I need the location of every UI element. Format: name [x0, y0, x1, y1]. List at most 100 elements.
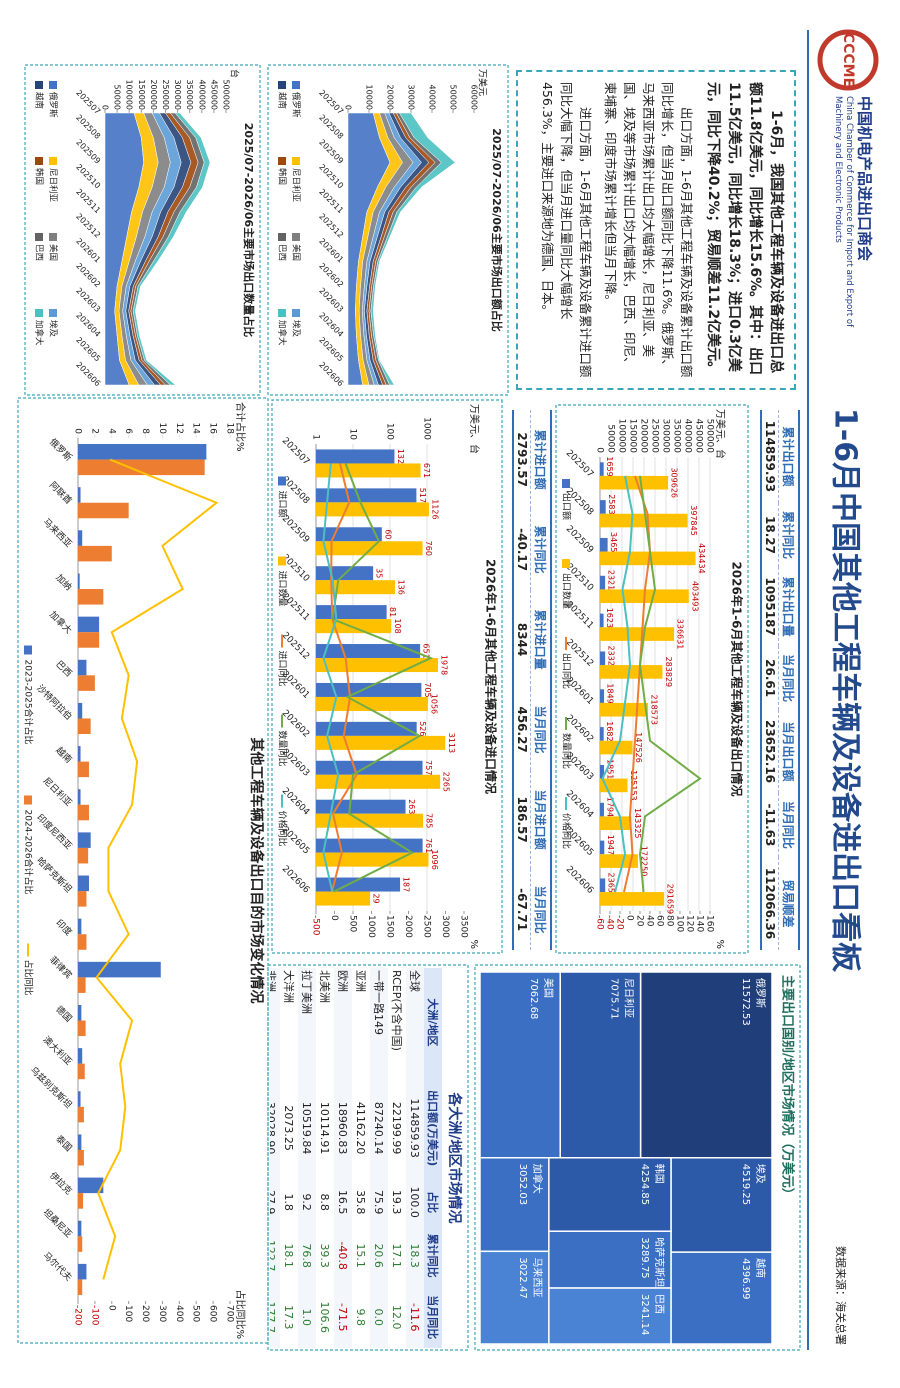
- continent-table: 大洲/地区 出口额(万美元) 占比 累计同比 当月同比 全球 114859.93 100.0 1…: [270, 968, 442, 1348]
- table-cell: -40.8: [336, 1241, 350, 1270]
- y2-tick-label: 500: [191, 1305, 201, 1322]
- y-tick-label: 300000: [661, 419, 671, 454]
- table-cell: 15.1: [354, 1243, 368, 1268]
- chart-title: 2026年1-6月其他工程车辆及设备出口情况: [730, 561, 745, 796]
- bar: [315, 813, 424, 828]
- y-tick-label: 14: [191, 423, 201, 435]
- bar-value-label: 1978: [439, 655, 448, 675]
- bar: [599, 651, 606, 666]
- table-cell: 2073.25: [282, 1105, 296, 1151]
- legend-swatch: [24, 795, 32, 805]
- tile-value: 4396.99: [740, 1258, 751, 1299]
- table-cell: 18.3: [408, 1243, 422, 1268]
- panel-frame: [267, 964, 469, 1351]
- table-row: 全球 114859.93 100.0 18.3 -11.6: [406, 968, 424, 1348]
- header-cell: 累计同比: [426, 1233, 439, 1278]
- bar-value-label: 1126: [430, 499, 439, 519]
- y-tick-label: 10: [157, 423, 167, 435]
- tile-label: 马来西亚: [531, 1257, 543, 1297]
- bar-value-label: 23326: [607, 646, 616, 671]
- stat-label: 当月进口额: [530, 769, 551, 870]
- y-tick-label: 350000: [672, 419, 682, 454]
- bar-value-label: 705: [423, 682, 432, 697]
- logo-text: CCCME: [840, 33, 856, 87]
- tile-label: 俄罗斯: [754, 978, 767, 1008]
- bar-value-label: 283829: [664, 657, 673, 688]
- bar: [316, 580, 395, 595]
- bar: [316, 721, 417, 736]
- y-tick-label: 30000: [407, 85, 416, 110]
- tile-value: 3022.47: [517, 1257, 528, 1298]
- bar: [316, 838, 423, 853]
- y2-tick-label: 0: [625, 915, 635, 921]
- bar: [78, 1236, 83, 1252]
- y2-tick-label: 1500: [385, 915, 395, 938]
- tile-label: 韩国: [653, 1164, 666, 1184]
- table-cell: 10519.84: [300, 1101, 314, 1155]
- y-tick-label: 200000: [639, 419, 649, 454]
- table-cell: 亚洲: [354, 970, 367, 992]
- legend-label: 尼日利亚: [291, 168, 302, 203]
- org-en-box-body: China Chamber of Commerce for Import and…: [818, 96, 854, 366]
- table-row: 北美洲 10114.91 8.8 39.3 106.6: [316, 968, 334, 1348]
- table-cell: 100.0: [408, 1186, 422, 1218]
- legend-label: 数量同比: [561, 733, 573, 769]
- bar-value-label: 651: [422, 643, 431, 658]
- bar-value-label: 34651: [609, 532, 618, 557]
- stat-value: 186.57: [515, 796, 529, 843]
- tile-label: 尼日利亚: [623, 978, 635, 1018]
- legend-swatch: [35, 81, 43, 89]
- y2-tick-label: 500: [348, 915, 358, 932]
- stat-label: 当月同比: [530, 869, 551, 950]
- bar-value-label: 785: [425, 813, 434, 828]
- header-cell: 出口额(万美元): [426, 1090, 439, 1167]
- y-tick-label: 6: [123, 428, 133, 434]
- y2-tick-label: 120: [685, 915, 695, 932]
- legend-label: 越南: [277, 92, 288, 109]
- table-cell: 122.7: [270, 1239, 278, 1272]
- line-series: [330, 463, 358, 892]
- y2-tick-label: 100: [675, 915, 685, 932]
- bar: [77, 789, 81, 805]
- bar: [78, 530, 83, 546]
- bar: [77, 487, 81, 503]
- y2-tick-label: 3000: [440, 915, 450, 938]
- panel-frame: [24, 64, 261, 396]
- legend-swatch: [278, 81, 286, 89]
- stats-label-row: 累计进口额 累计同比 累计进口量 当月同比 当月进口额 当月同比: [530, 410, 551, 950]
- stat-value: -67.71: [515, 888, 529, 932]
- bar-value-label: 2265: [442, 772, 451, 792]
- treemap-tile: [548, 1230, 672, 1289]
- bar: [316, 502, 429, 517]
- bar: [77, 1193, 84, 1209]
- legend-swatch: [35, 157, 43, 165]
- y2-tick-label: 160: [705, 915, 715, 932]
- stat-label: 当月同比: [778, 646, 799, 711]
- bar-value-label: 517: [418, 488, 427, 503]
- legend-swatch: [49, 309, 57, 317]
- stat-label: 累计进口额: [530, 410, 551, 510]
- tile-label: 哈萨克斯坦: [653, 1237, 666, 1287]
- y-axis-label: 合计占比%: [234, 402, 247, 452]
- org-en-box: China Chamber of Commerce for Import and…: [818, 96, 854, 366]
- tile-label: 美国: [542, 978, 555, 998]
- bar-value-label: 172250: [639, 846, 648, 877]
- bar-value-label: 526: [418, 721, 427, 736]
- bar-value-label: 3113: [447, 733, 456, 753]
- legend-label: 埃及: [48, 320, 59, 338]
- legend-label: 尼日利亚: [48, 168, 59, 203]
- bar: [316, 449, 395, 464]
- bar: [600, 575, 606, 590]
- stat-label: 贸易顺差: [778, 857, 799, 950]
- legend-swatch: [278, 476, 286, 486]
- legend-swatch: [292, 157, 300, 165]
- bar-value-label: 125153: [629, 770, 638, 801]
- bar: [316, 799, 406, 814]
- legend-label: 韩国: [34, 168, 45, 185]
- stats-label-row: 累计出口额 累计同比 累计出口量 当月同比 当月出口额 当月同比 贸易顺差: [778, 410, 799, 950]
- legend-swatch: [49, 233, 57, 241]
- tile-value: 11572.53: [740, 978, 751, 1026]
- y-tick-label: 40000: [428, 85, 437, 110]
- stat-label: 累计出口额: [778, 410, 799, 503]
- bar-value-label: 309626: [670, 467, 679, 498]
